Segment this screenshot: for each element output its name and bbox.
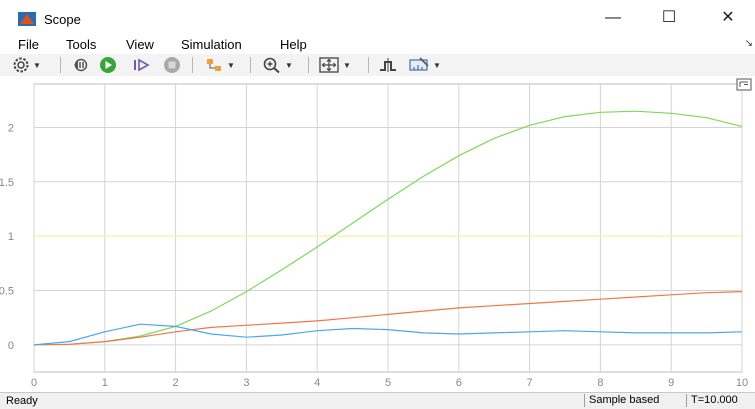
- settings-icon: [13, 57, 29, 73]
- series-line-3: [33, 291, 743, 346]
- triggers-icon: [380, 58, 396, 72]
- stop-button[interactable]: [162, 56, 182, 74]
- undock-icon: [739, 81, 748, 87]
- x-tick-label: 1: [102, 377, 108, 389]
- app-icon-peak: [20, 14, 34, 24]
- toolbar-separator: [368, 57, 369, 73]
- x-tick-label: 3: [243, 377, 249, 389]
- menu-bar: File Tools View Simulation Help ↘: [0, 36, 755, 54]
- menu-help[interactable]: Help: [280, 37, 307, 52]
- toolbar-separator: [308, 57, 309, 73]
- step-forward-icon: [134, 58, 150, 72]
- fit-to-view-button[interactable]: ▼: [318, 56, 351, 74]
- triggers-button[interactable]: [378, 56, 398, 74]
- status-ready-text: Ready: [6, 395, 38, 407]
- toolbar-separator: [192, 57, 193, 73]
- window-title: Scope: [44, 12, 81, 27]
- series-line-4: [33, 323, 743, 346]
- y-tick-label: 1: [8, 231, 14, 243]
- x-tick-label: 4: [314, 377, 320, 389]
- cursor-measurements-button[interactable]: ▼: [408, 56, 441, 74]
- cursor-measurements-icon: [409, 57, 429, 71]
- highlight-icon: [207, 59, 221, 71]
- menu-overflow-icon[interactable]: ↘: [744, 38, 753, 49]
- run-button[interactable]: [98, 56, 118, 74]
- settings-button[interactable]: ▼: [12, 56, 41, 74]
- status-bar: Ready Sample based T=10.000: [0, 392, 755, 409]
- step-back-button[interactable]: [72, 56, 92, 74]
- series-line-2: [33, 110, 743, 346]
- menu-file[interactable]: File: [18, 37, 39, 52]
- y-tick-label: 0.5: [0, 285, 14, 297]
- zoom-button[interactable]: ▼: [262, 56, 293, 74]
- menu-simulation[interactable]: Simulation: [181, 37, 242, 52]
- stop-icon: [164, 57, 180, 73]
- minimize-button[interactable]: —: [605, 9, 621, 26]
- y-tick-label: 0: [8, 340, 14, 352]
- fit-to-view-icon: [319, 57, 339, 73]
- highlight-dropdown-icon[interactable]: ▼: [227, 60, 235, 70]
- settings-dropdown-icon[interactable]: ▼: [33, 60, 41, 70]
- x-tick-label: 0: [31, 377, 37, 389]
- zoom-dropdown-icon[interactable]: ▼: [285, 60, 293, 70]
- maximize-button[interactable]: ☐: [661, 9, 677, 26]
- menu-view[interactable]: View: [126, 37, 154, 52]
- toolbar-separator: [60, 57, 61, 73]
- zoom-in-icon: [263, 57, 280, 74]
- sample-mode-indicator: Sample based: [584, 394, 663, 407]
- simulation-time-indicator: T=10.000: [686, 394, 742, 407]
- x-tick-label: 6: [456, 377, 462, 389]
- x-tick-label: 7: [527, 377, 533, 389]
- toolbar-separator: [250, 57, 251, 73]
- toolbar: ▼ ▼: [0, 54, 755, 77]
- x-tick-label: 10: [736, 377, 748, 389]
- x-tick-label: 2: [173, 377, 179, 389]
- x-tick-label: 9: [668, 377, 674, 389]
- step-forward-button[interactable]: [132, 56, 152, 74]
- x-tick-label: 5: [385, 377, 391, 389]
- close-button[interactable]: ✕: [721, 9, 735, 26]
- run-icon: [100, 57, 116, 73]
- step-back-icon: [74, 58, 88, 72]
- measurements-dropdown-icon[interactable]: ▼: [433, 60, 441, 70]
- scope-plot: 0 1 2 3 4 5 6 7 8 9 10 0 0.5 1 1.5 2: [0, 78, 752, 389]
- scope-display[interactable]: 0 1 2 3 4 5 6 7 8 9 10 0 0.5 1 1.5 2: [0, 76, 755, 392]
- highlight-button[interactable]: ▼: [204, 56, 235, 74]
- scope-app-icon: [18, 12, 36, 26]
- menu-tools[interactable]: Tools: [66, 37, 97, 52]
- fit-dropdown-icon[interactable]: ▼: [343, 60, 351, 70]
- y-tick-label: 2: [8, 122, 14, 134]
- x-tick-label: 8: [597, 377, 603, 389]
- title-bar: Scope — ☐ ✕: [0, 0, 755, 36]
- y-tick-label: 1.5: [0, 177, 14, 189]
